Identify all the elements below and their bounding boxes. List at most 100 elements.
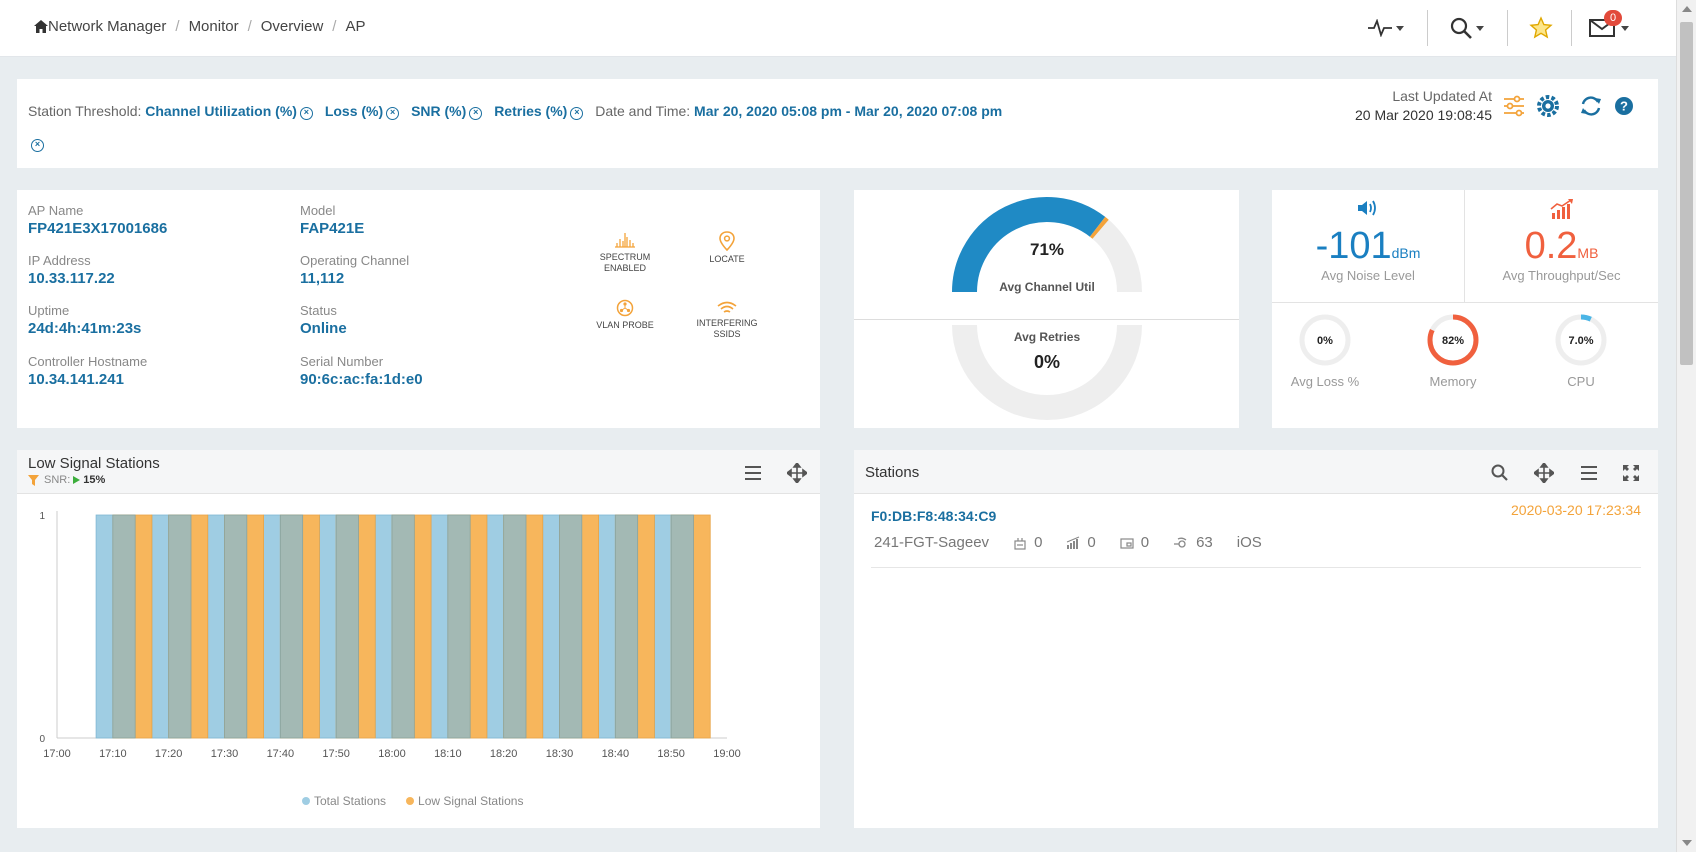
- spectrum-enabled-feature[interactable]: SPECTRUM ENABLED: [590, 231, 660, 274]
- throughput-value: 0.2: [1524, 225, 1578, 267]
- throughput-unit: MB: [1577, 245, 1599, 261]
- connection-icon: [1174, 537, 1187, 548]
- x-tick-label: 17:10: [99, 748, 127, 760]
- storage-icon: [1120, 537, 1134, 549]
- controller-label: Controller Hostname: [28, 354, 148, 369]
- retries-label: Avg Retries: [1013, 330, 1081, 344]
- y-tick-label: 1: [39, 511, 45, 522]
- station-threshold-panel: Station Threshold: Channel Utilization (…: [17, 79, 1658, 168]
- locate-feature[interactable]: LOCATE: [692, 231, 762, 265]
- activity-menu-button[interactable]: [1368, 10, 1404, 46]
- ip-label: IP Address: [28, 253, 91, 268]
- station-os: iOS: [1236, 534, 1262, 551]
- spectrum-icon: [615, 233, 635, 248]
- controller-field: Controller Hostname 10.34.141.241: [28, 354, 147, 388]
- remove-filter-icon[interactable]: ×: [386, 107, 400, 120]
- filter-settings-icon[interactable]: [1501, 93, 1527, 119]
- station-name: 241-FGT-Sageev: [874, 534, 990, 551]
- x-tick-label: 18:50: [657, 748, 685, 760]
- vlan-probe-feature[interactable]: VLAN PROBE: [590, 299, 660, 331]
- x-tick-label: 17:40: [267, 748, 295, 760]
- loss-value: 0%: [1317, 335, 1333, 347]
- overlap-bar: [224, 514, 248, 739]
- search-menu-button[interactable]: [1450, 10, 1484, 46]
- station-mac-link[interactable]: F0:DB:F8:48:34:C9: [871, 508, 997, 524]
- breadcrumb-monitor[interactable]: Monitor: [188, 18, 239, 35]
- serial-label: Serial Number: [300, 354, 384, 369]
- uptime-label: Uptime: [28, 303, 70, 318]
- top-bar: Network Manager / Monitor / Overview / A…: [0, 0, 1676, 57]
- station-details-row: 241-FGT-Sageev 0 0 0 63 iOS: [874, 534, 1286, 551]
- channel-field: Operating Channel 11,112: [300, 253, 409, 287]
- memory-ring: [1427, 314, 1479, 366]
- noise-unit: dBm: [1391, 245, 1421, 261]
- remove-filter-icon[interactable]: ×: [570, 107, 584, 120]
- noise-level-stat: -101dBm Avg Noise Level: [1272, 198, 1464, 283]
- snr-filter-value: 15%: [83, 474, 106, 486]
- breadcrumb-network-manager[interactable]: Network Manager: [48, 18, 167, 35]
- breadcrumb-ap: AP: [345, 18, 366, 35]
- x-tick-label: 19:00: [713, 748, 741, 760]
- vlan-probe-icon: [616, 299, 634, 317]
- model-field: Model FAP421E: [300, 203, 364, 237]
- hamburger-menu-icon[interactable]: [743, 463, 763, 483]
- cpu-ring: [1555, 314, 1607, 366]
- y-tick-label: 0: [39, 734, 45, 745]
- scroll-down-arrow-icon[interactable]: [1682, 840, 1692, 846]
- filter-loss[interactable]: Loss (%): [324, 103, 384, 119]
- device-badge-icon: [1014, 537, 1026, 550]
- x-tick-label: 18:10: [434, 748, 462, 760]
- move-icon[interactable]: [787, 463, 807, 483]
- signal-bars-icon: [1067, 536, 1080, 549]
- favorites-button[interactable]: [1529, 10, 1553, 46]
- location-pin-icon: [719, 231, 735, 251]
- locate-label: LOCATE: [709, 254, 745, 264]
- noise-value: -101: [1315, 225, 1392, 267]
- filter-retries[interactable]: Retries (%): [494, 103, 568, 119]
- expand-icon[interactable]: [1621, 463, 1641, 483]
- vertical-scrollbar[interactable]: [1676, 0, 1696, 852]
- stations-title: Stations: [865, 464, 920, 481]
- legend-total-stations[interactable]: Total Stations: [302, 794, 386, 808]
- hamburger-menu-icon[interactable]: [1579, 463, 1599, 483]
- bar-chart-growth-icon: [1549, 199, 1573, 219]
- x-tick-label: 18:00: [378, 748, 406, 760]
- remove-filter-icon[interactable]: ×: [469, 107, 483, 120]
- search-icon: [1450, 17, 1472, 39]
- stations-panel: Stations F0:DB:F8:48:34:C9 2020-03-20 17…: [854, 450, 1658, 828]
- scroll-thumb[interactable]: [1680, 22, 1693, 365]
- threshold-label: Station Threshold:: [28, 103, 142, 119]
- status-label: Status: [300, 303, 337, 318]
- loss-label: Avg Loss %: [1290, 374, 1360, 389]
- channel-util-arc-tip: [1089, 216, 1109, 239]
- loss-gauge: 0% Avg Loss %: [1285, 312, 1365, 389]
- ap-info-panel: AP Name FP421E3X17001686 Model FAP421E I…: [17, 190, 820, 428]
- scroll-up-arrow-icon[interactable]: [1682, 6, 1692, 12]
- home-icon[interactable]: [34, 20, 48, 33]
- breadcrumb-overview[interactable]: Overview: [260, 18, 324, 35]
- snr-filter-label: SNR:: [44, 474, 71, 486]
- overlap-bar: [112, 514, 136, 739]
- gear-icon[interactable]: [1535, 93, 1561, 119]
- search-icon[interactable]: [1490, 463, 1510, 483]
- low-signal-title: Low Signal Stations: [28, 455, 160, 472]
- filter-date-time[interactable]: Mar 20, 2020 05:08 pm - Mar 20, 2020 07:…: [694, 103, 1003, 119]
- overlap-bar: [670, 514, 694, 739]
- x-tick-label: 18:20: [490, 748, 518, 760]
- memory-label: Memory: [1429, 374, 1477, 389]
- star-icon: [1529, 16, 1553, 39]
- legend-low-signal-stations[interactable]: Low Signal Stations: [406, 794, 523, 808]
- remove-filter-icon[interactable]: ×: [299, 107, 313, 120]
- help-icon[interactable]: ?: [1611, 93, 1637, 119]
- last-updated-value: 20 Mar 2020 19:08:45: [1355, 107, 1492, 123]
- svg-text:?: ?: [1620, 99, 1628, 114]
- filter-channel-util[interactable]: Channel Utilization (%): [145, 103, 297, 119]
- filter-snr[interactable]: SNR (%): [411, 103, 467, 119]
- remove-filter-icon[interactable]: ×: [31, 139, 44, 152]
- vlan-probe-label: VLAN PROBE: [596, 320, 654, 330]
- overlap-bar: [391, 514, 415, 739]
- move-icon[interactable]: [1534, 463, 1554, 483]
- refresh-icon[interactable]: [1578, 93, 1604, 119]
- interfering-ssids-feature[interactable]: INTERFERING SSIDS: [692, 301, 762, 340]
- low-signal-stations-panel: Low Signal Stations SNR: 15% 0 1 17:00 17:1…: [17, 450, 820, 828]
